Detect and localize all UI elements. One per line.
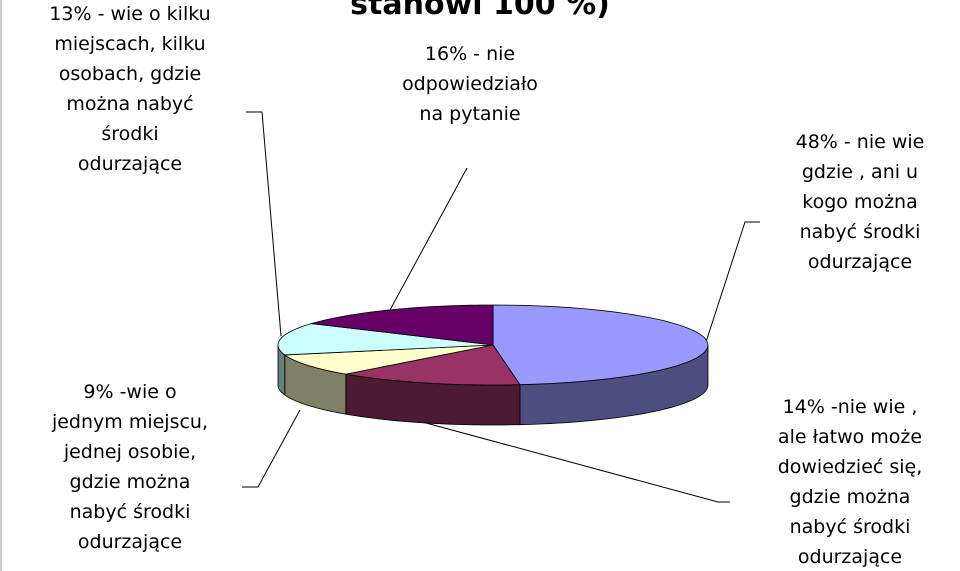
slice-label: 9% -wie o jednym miejscu, jednej osobie, gd… bbox=[51, 381, 208, 553]
pie-slice bbox=[311, 304, 494, 346]
leader-line bbox=[242, 409, 301, 488]
leader-line bbox=[704, 221, 760, 346]
pie-slice bbox=[345, 344, 521, 386]
pie-slice bbox=[283, 344, 494, 375]
slice-label: 16% - nie odpowiedziało na pytanie bbox=[402, 43, 538, 125]
chart-title: stanowi 100 %) bbox=[350, 0, 610, 22]
slice-label: 14% -nie wie , ale łatwo może dowiedzieć s… bbox=[778, 396, 923, 568]
pie-slice bbox=[277, 323, 494, 356]
leader-line bbox=[389, 167, 468, 311]
leader-line bbox=[246, 111, 282, 337]
leader-line bbox=[414, 419, 730, 503]
pie-slice bbox=[492, 304, 709, 386]
slice-label: 48% - nie wie gdzie , ani u kogo można naby… bbox=[796, 131, 925, 273]
slice-label: 13% - wie o kilku miejscach, kilku osobach… bbox=[49, 3, 210, 175]
